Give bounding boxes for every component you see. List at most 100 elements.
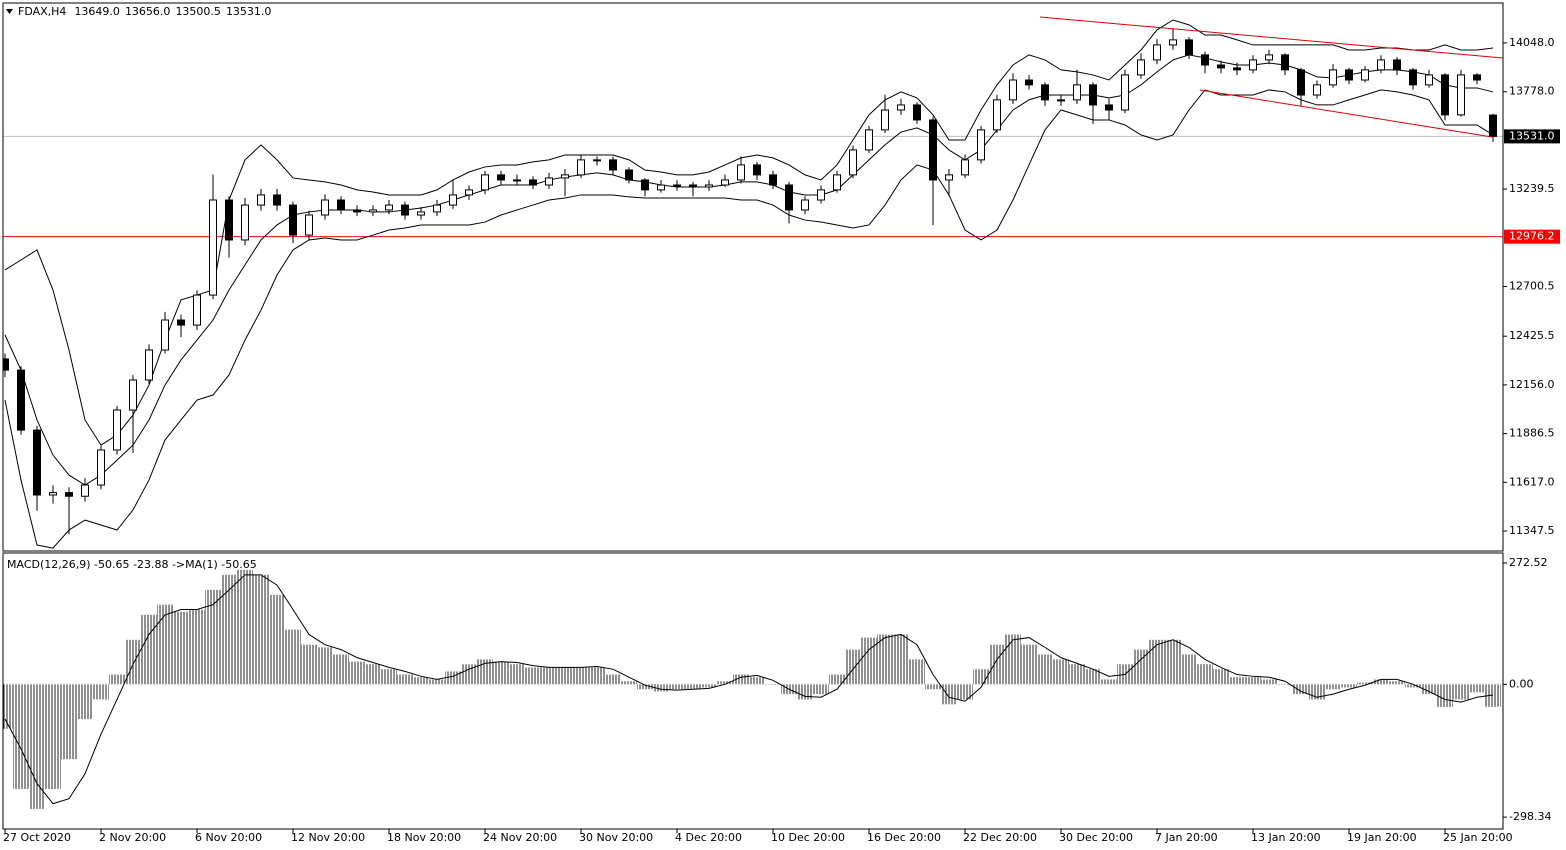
candle-body: [1249, 59, 1257, 71]
x-tick-label: 27 Oct 2020: [3, 831, 71, 844]
macd-bar: [93, 684, 109, 700]
macd-bar: [413, 677, 429, 685]
macd-bar: [877, 634, 893, 685]
macd-bar: [541, 667, 557, 685]
macd-bar: [1245, 677, 1261, 685]
macd-bar: [317, 647, 333, 685]
candle-body: [801, 199, 809, 211]
macd-bar: [349, 661, 365, 685]
y-tick-label: 11886.5: [1509, 427, 1555, 440]
macd-bar: [1389, 681, 1405, 685]
y-tick-label: 12700.5: [1509, 279, 1555, 292]
macd-bar: [365, 664, 381, 685]
macd-frame: [2, 552, 1504, 830]
macd-bar: [285, 629, 301, 685]
candle-body: [193, 294, 201, 326]
candle-body: [593, 159, 601, 162]
macd-bar: [637, 684, 653, 690]
candle-body: [849, 149, 857, 176]
macd-bar: [381, 669, 397, 685]
candle-body: [465, 189, 473, 196]
candle-body: [1441, 74, 1449, 116]
macd-bar: [77, 684, 93, 720]
candle-body: [1345, 69, 1353, 81]
bollinger-upper: [4, 19, 1494, 446]
y-tick-label: 13239.5: [1509, 182, 1555, 195]
candle-body: [209, 199, 217, 296]
macd-bar: [765, 684, 781, 685]
main-frame: [2, 2, 1504, 552]
y-tick-label: 11617.0: [1509, 475, 1555, 488]
x-tick-label: 7 Jan 20:00: [1155, 831, 1218, 844]
macd-bar: [1181, 654, 1197, 685]
macd-bar: [205, 589, 221, 685]
candle-body: [97, 449, 105, 486]
macd-bar: [13, 684, 29, 789]
macd-bar: [1069, 664, 1085, 685]
axes: 14048.0 13778.0 13239.5 12700.5 12425.5 12156…: [3, 36, 1560, 844]
candle-body: [945, 174, 953, 181]
candle-body: [113, 409, 121, 451]
macd-bar: [461, 664, 477, 685]
x-tick-label: 22 Dec 20:00: [963, 831, 1037, 844]
macd-bar: [1453, 684, 1469, 700]
candle-body: [977, 129, 985, 161]
candle-body: [721, 179, 729, 186]
candle-body: [673, 184, 681, 187]
candle-body: [561, 174, 569, 179]
y-tick-label: -298.34: [1509, 810, 1551, 823]
menu-triangle[interactable]: [6, 9, 13, 14]
x-tick-label: 12 Nov 20:00: [291, 831, 365, 844]
macd-bar: [589, 667, 605, 685]
candle-body: [305, 214, 313, 236]
candle-body: [81, 484, 89, 497]
candle-body: [1281, 54, 1289, 71]
header: FDAX,H4 13649.0 13656.0 13500.5 13531.0: [18, 5, 271, 18]
macd-bar: [1133, 649, 1149, 685]
macd-bar: [1021, 644, 1037, 685]
candle-body: [17, 369, 25, 431]
candle-body: [385, 204, 393, 211]
candle-body: [1089, 84, 1097, 106]
candle-body: [817, 189, 825, 201]
candle-body: [1137, 59, 1145, 76]
candle-body: [929, 119, 937, 181]
macd-bar: [733, 674, 749, 685]
candle-body: [913, 104, 921, 121]
candle-body: [657, 184, 665, 191]
candle-body: [225, 199, 233, 241]
candle-body: [577, 159, 585, 176]
candle-body: [1361, 69, 1369, 81]
y-tick-label: 0.00: [1509, 677, 1534, 690]
candle-body: [161, 319, 169, 351]
candle-body: [1313, 84, 1321, 96]
macd-bar: [525, 667, 541, 685]
candle-body: [417, 211, 425, 216]
x-tick-label: 13 Jan 20:00: [1251, 831, 1321, 844]
x-tick-label: 25 Jan 20:00: [1443, 831, 1513, 844]
bollinger-lower: [4, 89, 1494, 549]
macd-bar: [1341, 684, 1357, 688]
x-tick-label: 4 Dec 20:00: [675, 831, 742, 844]
candle-body: [49, 492, 57, 496]
macd-bar: [685, 684, 701, 690]
candle-body: [433, 204, 441, 213]
candle-body: [1329, 69, 1337, 86]
candle-body: [1489, 114, 1497, 137]
macd-bar: [157, 604, 173, 685]
macd-bar: [1197, 664, 1213, 685]
macd-bar: [429, 679, 445, 685]
x-tick-label: 10 Dec 20:00: [771, 831, 845, 844]
trend-line-lower: [1199, 89, 1493, 138]
macd-bar: [1437, 684, 1453, 708]
x-tick-label: 2 Nov 20:00: [99, 831, 166, 844]
macd-bar: [1261, 679, 1277, 685]
candle-body: [1025, 79, 1033, 86]
macd-bar: [397, 674, 413, 685]
x-tick-label: 24 Nov 20:00: [483, 831, 557, 844]
macd-bar: [573, 667, 589, 685]
candle-body: [1057, 99, 1065, 102]
candle-body: [145, 349, 153, 381]
macd-bar: [941, 684, 957, 705]
